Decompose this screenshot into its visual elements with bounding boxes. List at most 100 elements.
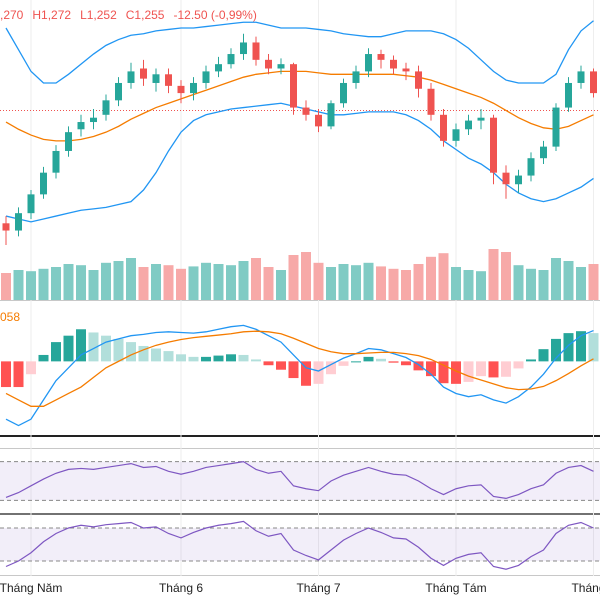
x-tick-label: Tháng 7 [296,581,340,595]
x-tick-label: Tháng 9 [571,581,600,595]
volume-bar [138,267,149,300]
histogram-bar [388,361,399,363]
volume-bar [576,267,586,300]
volume-bar [388,268,399,300]
histogram-bar [476,361,486,377]
histogram-bar [501,361,511,377]
candle-body [327,103,335,127]
histogram-bar [363,356,374,362]
candle-body [202,71,210,83]
histogram-bar [138,345,149,362]
histogram-bar [301,361,311,386]
candle-body [377,54,385,60]
volume-bar [501,252,511,300]
candle-body [552,107,560,147]
header-value: ,270 [0,8,24,22]
volume-bar [201,262,211,300]
candle-body [177,85,185,94]
candle-body [152,74,160,83]
histogram-bar [26,361,36,375]
histogram-bar [126,342,136,362]
candle-body [402,68,410,72]
candle-body [340,82,347,104]
candle-body [290,64,297,108]
macd-line [5,324,594,427]
macd-line [5,330,594,407]
histogram-bar [151,348,161,362]
candle-body [240,42,247,55]
candle-body [365,54,372,72]
histogram-bar [113,338,124,362]
volume-bar [338,264,349,300]
x-tick-label: Tháng Năm [0,581,62,595]
volume-bar [151,264,161,300]
x-tick-label: Tháng Tám [425,581,486,595]
volume-bar [363,262,374,300]
candle-body [477,117,485,121]
volume-bar [451,267,461,300]
candle-body [140,68,147,79]
histogram-bar [263,361,274,366]
header-value: C1,255 [126,8,165,22]
volume-bar [63,264,74,300]
histogram-bar [376,358,386,362]
volume-bar [13,270,24,300]
candle-body [227,54,235,65]
volume-bar [38,268,49,300]
histogram-bar [88,332,99,362]
histogram-bar [576,331,586,362]
candle-body [465,120,472,130]
candle-body [115,82,122,101]
volume-bar [538,270,549,300]
volume-bar [413,264,424,300]
candle-body [190,82,197,94]
level-band [0,461,600,501]
volume-bar [276,270,286,300]
candle-body [52,150,60,173]
volume-bar [476,271,486,300]
candle-body [302,107,310,115]
histogram-bar [101,335,111,362]
volume-bar [463,270,474,300]
histogram-bar [438,361,449,384]
histogram-bar [326,361,336,375]
histogram-bar [201,356,211,362]
histogram-bar [51,342,61,362]
histogram-bar [1,361,11,388]
histogram-bar [488,361,499,378]
histogram-bar [313,361,324,384]
histogram-bar [251,359,261,362]
indicator-label: 058 [0,310,20,324]
volume-bar [101,262,111,300]
candle-body [515,175,522,185]
histogram-bar [176,354,186,362]
volume-bar [251,258,261,300]
volume-bar [351,265,361,300]
volume-bar [113,261,124,300]
histogram-bar [413,361,424,371]
candle-body [315,114,322,127]
histogram-bar [526,359,536,362]
histogram-bar [38,354,49,362]
volume-bar [238,261,249,300]
oscillator-line [5,520,594,570]
header-value: L1,252 [80,8,117,22]
volume-bar [326,267,336,300]
volume-bar [426,256,436,300]
histogram-bar [513,361,524,369]
volume-bar [288,255,299,300]
volume-bar [176,268,186,300]
volume-bar [163,265,174,300]
x-tick-label: Tháng 6 [159,581,203,595]
candle-body [590,71,597,94]
candle-body [252,42,260,60]
band-line [5,102,594,223]
histogram-bar [538,349,549,362]
candle-body [40,172,47,195]
candle-body [15,213,22,231]
histogram-bar [276,361,286,370]
candle-body [27,194,35,214]
candle-body [352,71,360,83]
candle-body [452,129,460,141]
